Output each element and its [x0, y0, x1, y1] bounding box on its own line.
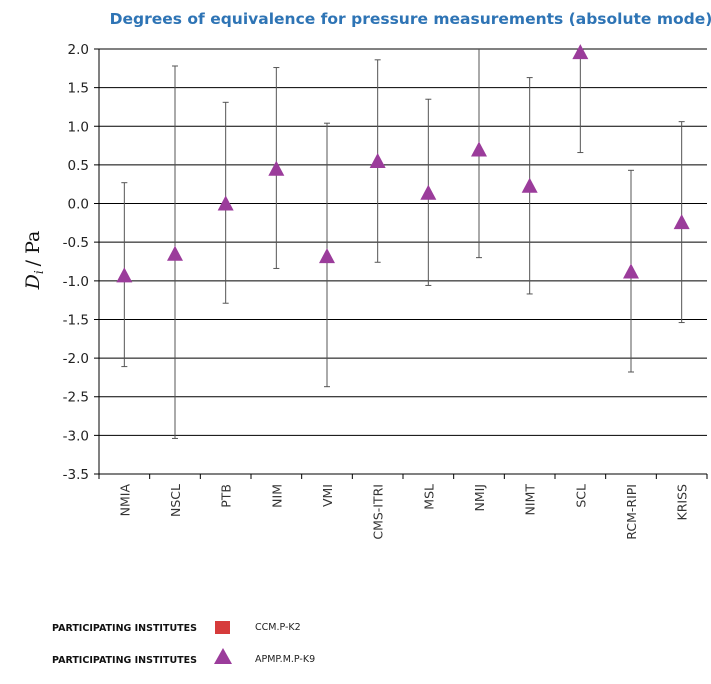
error-bars [121, 49, 685, 439]
y-axis-label: Di / Pa [22, 231, 46, 291]
data-point-triangle [673, 214, 690, 230]
y-tick-label: -3.5 [63, 467, 89, 483]
chart-title: Degrees of equivalence for pressure meas… [110, 10, 711, 28]
y-axis-label-symbol: D [22, 274, 44, 290]
x-tick-label: PTB [219, 484, 234, 508]
x-tick-label: MSL [421, 484, 436, 510]
data-point-triangle [572, 44, 589, 60]
x-tick-label: KRISS [675, 484, 690, 521]
legend-label-1: PARTICIPATING INSTITUTES [52, 623, 197, 634]
data-points [116, 44, 690, 283]
data-point-triangle [623, 263, 639, 279]
gridlines [94, 48, 707, 475]
legend-series-1: CCM.P-K2 [255, 622, 301, 633]
x-tick-label: NSCL [168, 484, 183, 517]
x-tick-label: VMI [320, 484, 335, 507]
y-tick-label: -1.5 [63, 312, 89, 328]
x-tick-label: RCM-RIPI [624, 484, 639, 540]
data-point-triangle [521, 177, 538, 193]
data-point-triangle [217, 195, 234, 211]
x-axis-ticks: NMIA NSCL PTB NIM VMI CMS-ITRI MSL NMIJ NIMT SCL R… [98, 474, 708, 540]
y-tick-label: 1.0 [68, 119, 89, 135]
y-tick-label: 0.5 [68, 158, 89, 174]
y-axis-ticks: 2.0 1.5 1.0 0.5 0.0 -0.5 -1.0 -1.5 -2.0 -2.5 -3.0 -… [63, 42, 89, 483]
y-axis-label-unit: / Pa [22, 231, 44, 267]
y-axis-label-subscript: i [32, 270, 46, 274]
y-tick-label: 0.0 [68, 197, 89, 213]
x-tick-label: NIMT [523, 484, 538, 516]
data-point-triangle [471, 141, 487, 157]
y-tick-label: -2.0 [63, 351, 89, 367]
y-tick-label: -3.0 [63, 428, 89, 444]
data-point-triangle [167, 245, 183, 261]
legend-label-2: PARTICIPATING INSTITUTES [52, 655, 197, 666]
data-point-triangle [369, 153, 386, 169]
data-point-triangle [319, 248, 335, 264]
x-tick-label: NMIA [117, 484, 132, 517]
y-tick-label: 2.0 [68, 42, 89, 58]
y-tick-label: -0.5 [63, 235, 89, 251]
legend-square-marker [215, 621, 230, 634]
legend-series-2: APMP.M.P-K9 [255, 654, 316, 665]
x-tick-label: NMIJ [472, 484, 487, 512]
y-tick-label: -1.0 [63, 274, 89, 290]
data-point-triangle [420, 184, 437, 200]
y-tick-label: -2.5 [63, 390, 89, 406]
legend-triangle-marker [214, 648, 232, 664]
data-point-triangle [268, 160, 285, 176]
x-tick-label: NIM [269, 484, 284, 508]
data-point-triangle [116, 267, 133, 283]
x-tick-label: CMS-ITRI [371, 484, 386, 540]
x-tick-label: SCL [573, 484, 588, 508]
y-tick-label: 1.5 [68, 81, 89, 97]
